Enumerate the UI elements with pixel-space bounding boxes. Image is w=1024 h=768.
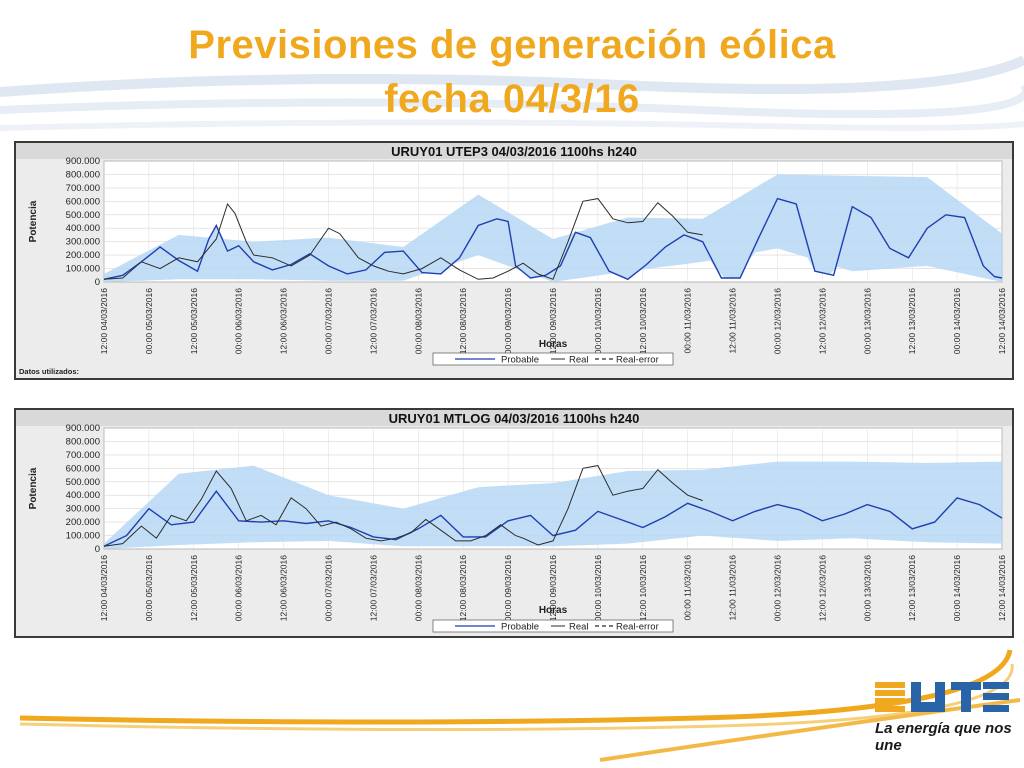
x-tick-label: 12:00 12/03/2016 <box>817 555 827 621</box>
y-tick-label: 900.000 <box>66 156 100 167</box>
slide-title-line2: fecha 04/3/16 <box>384 77 640 121</box>
y-tick-label: 0 <box>95 544 100 555</box>
probable-band <box>104 461 1002 549</box>
chart-footnote: Datos utilizados: <box>19 367 79 376</box>
slide-title-line1: Previsiones de generación eólica <box>188 23 836 67</box>
y-tick-label: 600.000 <box>66 463 100 474</box>
y-tick-label: 200.000 <box>66 517 100 528</box>
x-tick-label: 00:00 11/03/2016 <box>683 288 693 354</box>
x-tick-label: 00:00 10/03/2016 <box>593 555 603 621</box>
series-line-real <box>103 465 703 547</box>
x-tick-label: 12:00 04/03/2016 <box>99 288 109 354</box>
x-tick-label: 12:00 13/03/2016 <box>907 288 917 354</box>
x-tick-label: 12:00 11/03/2016 <box>728 555 738 621</box>
y-axis-label: Potencia <box>28 200 39 242</box>
x-tick-label: 00:00 08/03/2016 <box>413 555 423 621</box>
x-tick-label: 12:00 10/03/2016 <box>638 555 648 621</box>
y-tick-label: 400.000 <box>66 490 100 501</box>
legend-label-real: Real <box>569 355 589 366</box>
chart-panel-mtlog: URUY01 MTLOG 04/03/2016 1100hs h240 0 100.… <box>14 408 1014 638</box>
x-tick-label: 00:00 13/03/2016 <box>862 555 872 621</box>
x-tick-label: 12:00 10/03/2016 <box>638 288 648 354</box>
x-tick-label: 12:00 06/03/2016 <box>279 288 289 354</box>
ute-logo-icon <box>875 682 1009 712</box>
x-tick-label: 12:00 14/03/2016 <box>997 555 1007 621</box>
y-tick-label: 700.000 <box>66 450 100 461</box>
chart-utep3: URUY01 UTEP3 04/03/2016 1100hs h240 0 100.… <box>16 143 1012 376</box>
series-line-probable <box>103 490 1003 547</box>
y-tick-label: 500.000 <box>66 210 100 221</box>
x-tick-label: 12:00 07/03/2016 <box>368 555 378 621</box>
y-tick-label: 400.000 <box>66 223 100 234</box>
x-tick-label: 12:00 13/03/2016 <box>907 555 917 621</box>
y-tick-label: 300.000 <box>66 504 100 515</box>
x-tick-label: 00:00 05/03/2016 <box>144 288 154 354</box>
legend-label-real-error: Real-error <box>616 622 659 633</box>
x-tick-label: 12:00 07/03/2016 <box>368 288 378 354</box>
x-tick-label: 12:00 14/03/2016 <box>997 288 1007 354</box>
x-axis-label: Horas <box>539 605 568 616</box>
x-tick-label: 12:00 05/03/2016 <box>189 555 199 621</box>
x-tick-label: 00:00 08/03/2016 <box>413 288 423 354</box>
chart-mtlog: URUY01 MTLOG 04/03/2016 1100hs h240 0 100.… <box>16 410 1012 633</box>
x-tick-label: 00:00 13/03/2016 <box>862 288 872 354</box>
x-tick-label: 12:00 08/03/2016 <box>458 288 468 354</box>
x-tick-label: 12:00 05/03/2016 <box>189 288 199 354</box>
x-tick-label: 00:00 06/03/2016 <box>234 288 244 354</box>
x-tick-label: 12:00 09/03/2016 <box>548 555 558 621</box>
y-tick-label: 300.000 <box>66 237 100 248</box>
legend-label-probable: Probable <box>501 355 539 366</box>
y-tick-label: 500.000 <box>66 477 100 488</box>
y-tick-label: 600.000 <box>66 196 100 207</box>
x-tick-label: 12:00 12/03/2016 <box>817 288 827 354</box>
x-tick-label: 00:00 07/03/2016 <box>324 288 334 354</box>
x-tick-label: 00:00 14/03/2016 <box>952 555 962 621</box>
chart-panel-utep3: URUY01 UTEP3 04/03/2016 1100hs h240 0 100.… <box>14 141 1014 380</box>
x-tick-label: 12:00 09/03/2016 <box>548 288 558 354</box>
chart-title-bar <box>16 410 1012 426</box>
x-tick-label: 12:00 04/03/2016 <box>99 555 109 621</box>
y-tick-label: 0 <box>95 277 100 288</box>
logo-tagline: La energía que nos une <box>875 720 1012 754</box>
x-tick-label: 00:00 11/03/2016 <box>683 555 693 621</box>
y-tick-label: 100.000 <box>66 531 100 542</box>
y-tick-label: 800.000 <box>66 169 100 180</box>
x-tick-label: 12:00 06/03/2016 <box>279 555 289 621</box>
series-line-real <box>103 198 703 280</box>
x-tick-label: 00:00 12/03/2016 <box>773 288 783 354</box>
chart-title: URUY01 UTEP3 04/03/2016 1100hs h240 <box>391 144 637 159</box>
y-tick-label: 900.000 <box>66 423 100 434</box>
y-axis-label: Potencia <box>28 467 39 509</box>
x-tick-label: 00:00 09/03/2016 <box>503 288 513 354</box>
chart-title-bar <box>16 143 1012 159</box>
chart-title: URUY01 MTLOG 04/03/2016 1100hs h240 <box>389 411 640 426</box>
x-tick-label: 00:00 09/03/2016 <box>503 555 513 621</box>
x-tick-label: 00:00 07/03/2016 <box>324 555 334 621</box>
x-tick-label: 00:00 14/03/2016 <box>952 288 962 354</box>
x-axis-label: Horas <box>539 339 568 350</box>
probable-band <box>104 174 1002 282</box>
y-tick-label: 200.000 <box>66 250 100 261</box>
x-tick-label: 00:00 12/03/2016 <box>773 555 783 621</box>
y-tick-label: 800.000 <box>66 436 100 447</box>
x-tick-label: 12:00 11/03/2016 <box>728 288 738 354</box>
y-tick-label: 700.000 <box>66 183 100 194</box>
legend-label-real-error: Real-error <box>616 355 659 366</box>
x-tick-label: 12:00 08/03/2016 <box>458 555 468 621</box>
legend-label-real: Real <box>569 622 589 633</box>
x-tick-label: 00:00 05/03/2016 <box>144 555 154 621</box>
x-tick-label: 00:00 06/03/2016 <box>234 555 244 621</box>
y-tick-label: 100.000 <box>66 264 100 275</box>
x-tick-label: 00:00 10/03/2016 <box>593 288 603 354</box>
legend-label-probable: Probable <box>501 622 539 633</box>
series-line-probable <box>103 197 1003 281</box>
